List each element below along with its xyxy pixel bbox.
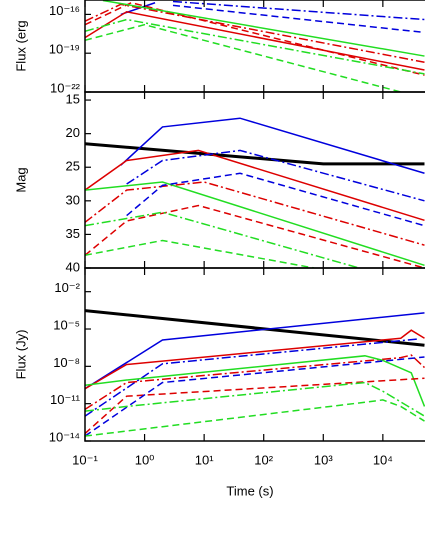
x-axis-label: Time (s) — [226, 483, 273, 498]
y-tick-label: 10⁻¹⁹ — [49, 42, 80, 57]
line — [85, 18, 425, 75]
y-axis-label: Flux (Jy) — [13, 330, 28, 380]
x-tick-label: 10² — [254, 452, 273, 467]
x-tick-label: 10⁰ — [135, 452, 155, 467]
x-tick-label: 10⁴ — [373, 452, 393, 467]
line — [172, 0, 425, 21]
series-group — [85, 0, 425, 92]
line — [126, 172, 425, 227]
line — [85, 181, 425, 246]
line — [85, 356, 425, 437]
y-tick-label: 40 — [66, 259, 80, 274]
y-axis-label: Mag — [13, 167, 28, 192]
y-tick-label: 10⁻⁸ — [53, 355, 80, 370]
y-tick-label: 10⁻⁵ — [53, 317, 80, 332]
line — [85, 329, 425, 390]
y-tick-label: 25 — [66, 159, 80, 174]
y-tick-label: 30 — [66, 192, 80, 207]
line — [85, 381, 425, 417]
x-tick-label: 10¹ — [195, 452, 214, 467]
y-tick-label: 15 — [66, 91, 80, 106]
line — [85, 338, 419, 417]
y-tick-label: 10⁻¹¹ — [50, 392, 81, 407]
line — [85, 354, 425, 410]
plot-frame — [84, 91, 425, 269]
y-tick-label: 10⁻²² — [50, 80, 81, 95]
line — [85, 3, 425, 63]
line — [85, 181, 425, 267]
y-tick-label: 35 — [66, 226, 80, 241]
y-tick-label: 10⁻¹⁶ — [49, 3, 80, 18]
line — [85, 204, 425, 268]
line — [85, 239, 315, 268]
series-group — [85, 117, 425, 268]
y-tick-label: 10⁻¹⁴ — [49, 429, 80, 444]
x-tick-label: 10⁻¹ — [72, 452, 98, 467]
line — [85, 312, 425, 390]
line — [120, 117, 425, 174]
y-tick-label: 20 — [66, 125, 80, 140]
line — [85, 309, 425, 347]
y-axis-label: Flux (erg — [13, 20, 28, 71]
y-tick-label: 10⁻² — [54, 280, 80, 295]
line — [172, 4, 425, 34]
line — [85, 211, 360, 268]
line — [85, 10, 425, 71]
line — [126, 149, 425, 202]
line — [85, 1, 425, 76]
series-group — [85, 309, 425, 437]
line — [85, 23, 401, 92]
line — [85, 399, 425, 437]
line — [85, 377, 425, 435]
x-tick-label: 10³ — [314, 452, 333, 467]
plot-frame — [84, 267, 425, 442]
line — [102, 0, 425, 57]
line — [85, 149, 425, 222]
